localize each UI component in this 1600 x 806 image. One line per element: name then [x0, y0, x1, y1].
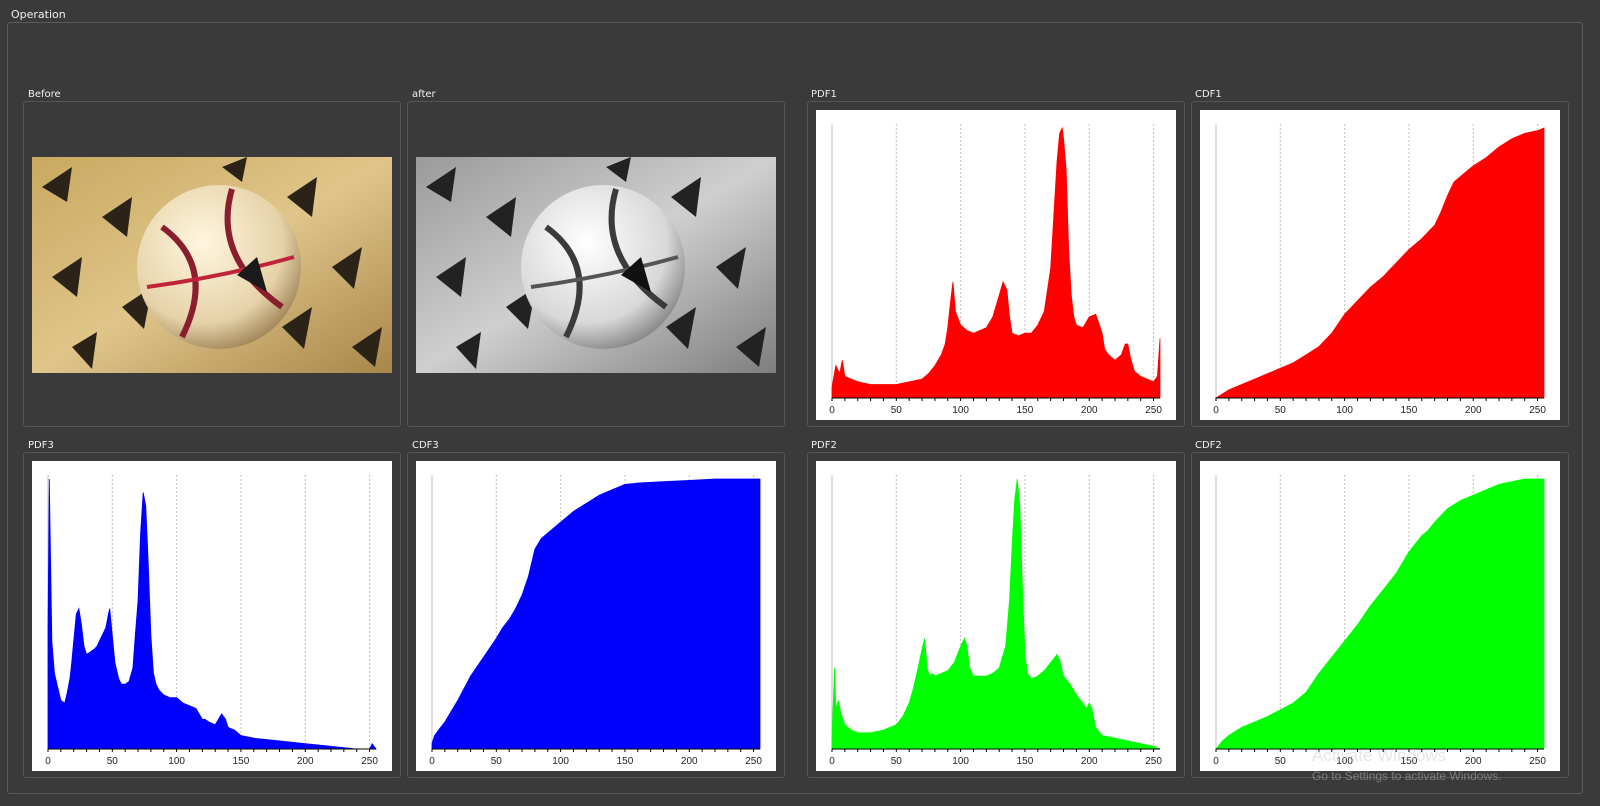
- pdf1-tick-label: 150: [1017, 405, 1034, 416]
- pdf2-tick-label: 0: [829, 756, 835, 767]
- pdf3-series-area: [47, 478, 377, 750]
- cdf1-series-area: [1214, 127, 1545, 399]
- cdf1-tick-label: 200: [1465, 405, 1482, 416]
- cdf2-tick-label: 0: [1213, 756, 1219, 767]
- pdf3-tick-label: 0: [45, 756, 51, 767]
- pdf3-panel: 0 50 100 150 200 250: [23, 452, 401, 778]
- cdf1-plot: 0 50 100 150 200 250: [1200, 110, 1560, 420]
- cdf2-tick-label: 250: [1529, 756, 1546, 767]
- pdf2-tick-label: 50: [891, 756, 903, 767]
- cdf3-panel: 0 50 100 150 200 250: [407, 452, 785, 778]
- pdf1-series-area: [831, 126, 1161, 399]
- pdf2-plot: 0 50 100 150 200 250: [816, 461, 1176, 771]
- activate-windows-title: Activate Windows: [1312, 746, 1447, 765]
- pdf2-chart-svg: 0 50 100 150 200 250: [829, 475, 1162, 767]
- cdf3-panel-title: CDF3: [412, 440, 439, 451]
- operation-group-label: Operation: [11, 8, 66, 21]
- cdf1-chart-svg: 0 50 100 150 200 250: [1213, 124, 1546, 416]
- pdf3-tick-label: 50: [107, 756, 119, 767]
- cdf2-tick-label: 200: [1465, 756, 1482, 767]
- after-panel-title: after: [412, 89, 436, 100]
- pdf2-tick-label: 200: [1081, 756, 1098, 767]
- pdf2-panel-title: PDF2: [811, 440, 837, 451]
- cdf3-chart-svg: 0 50 100 150 200 250: [429, 475, 762, 767]
- pdf2-tick-label: 250: [1145, 756, 1162, 767]
- cdf2-chart-svg: 0 50 100 150 200 250: [1213, 475, 1546, 767]
- cdf2-series-area: [1215, 478, 1545, 750]
- cdf2-panel: 0 50 100 150 200 250: [1191, 452, 1569, 778]
- cdf1-tick-label: 50: [1275, 405, 1287, 416]
- before-image: [32, 157, 392, 373]
- cdf3-tick-label: 200: [681, 756, 698, 767]
- cdf2-tick-label: 100: [1336, 756, 1353, 767]
- cdf1-panel: 0 50 100 150 200 250: [1191, 101, 1569, 427]
- after-image: [416, 157, 776, 373]
- cdf1-tick-label: 150: [1401, 405, 1418, 416]
- pdf1-chart-svg: 0 50 100 150 200 250: [829, 124, 1162, 416]
- pdf2-panel: 0 50 100 150 200 250: [807, 452, 1185, 778]
- pdf1-tick-label: 50: [891, 405, 903, 416]
- cdf2-plot: 0 50 100 150 200 250: [1200, 461, 1560, 771]
- cdf3-tick-label: 0: [429, 756, 435, 767]
- pdf3-tick-label: 100: [168, 756, 185, 767]
- pdf1-tick-label: 100: [952, 405, 969, 416]
- cdf3-plot: 0 50 100 150 200 250: [416, 461, 776, 771]
- pdf1-panel-title: PDF1: [811, 89, 837, 100]
- after-panel: [407, 101, 785, 427]
- cdf3-tick-label: 250: [745, 756, 762, 767]
- pdf2-tick-label: 100: [952, 756, 969, 767]
- pdf3-plot: 0 50 100 150 200 250: [32, 461, 392, 771]
- pdf3-tick-label: 250: [361, 756, 378, 767]
- pdf1-panel: 0 50 100 150 200 250: [807, 101, 1185, 427]
- pdf1-tick-label: 250: [1145, 405, 1162, 416]
- pdf3-tick-label: 200: [297, 756, 314, 767]
- cdf3-tick-label: 50: [491, 756, 503, 767]
- cdf2-tick-label: 50: [1275, 756, 1287, 767]
- pdf3-tick-label: 150: [233, 756, 250, 767]
- cdf1-tick-label: 250: [1529, 405, 1546, 416]
- pdf1-plot: 0 50 100 150 200 250: [816, 110, 1176, 420]
- cdf1-panel-title: CDF1: [1195, 89, 1222, 100]
- pdf1-tick-label: 200: [1081, 405, 1098, 416]
- pdf2-series-area: [831, 478, 1161, 750]
- cdf3-tick-label: 150: [617, 756, 634, 767]
- cdf3-tick-label: 100: [552, 756, 569, 767]
- cdf1-tick-label: 100: [1336, 405, 1353, 416]
- pdf2-tick-label: 150: [1017, 756, 1034, 767]
- pdf3-panel-title: PDF3: [28, 440, 54, 451]
- activate-windows-subtitle: Go to Settings to activate Windows.: [1312, 769, 1502, 783]
- cdf2-tick-label: 150: [1401, 756, 1418, 767]
- cdf1-tick-label: 0: [1213, 405, 1219, 416]
- cdf2-panel-title: CDF2: [1195, 440, 1222, 451]
- cdf3-series-area: [431, 478, 761, 750]
- before-panel: [23, 101, 401, 427]
- before-panel-title: Before: [28, 89, 61, 100]
- pdf3-chart-svg: 0 50 100 150 200 250: [45, 475, 378, 767]
- pdf1-tick-label: 0: [829, 405, 835, 416]
- operation-group-frame: [7, 22, 1583, 794]
